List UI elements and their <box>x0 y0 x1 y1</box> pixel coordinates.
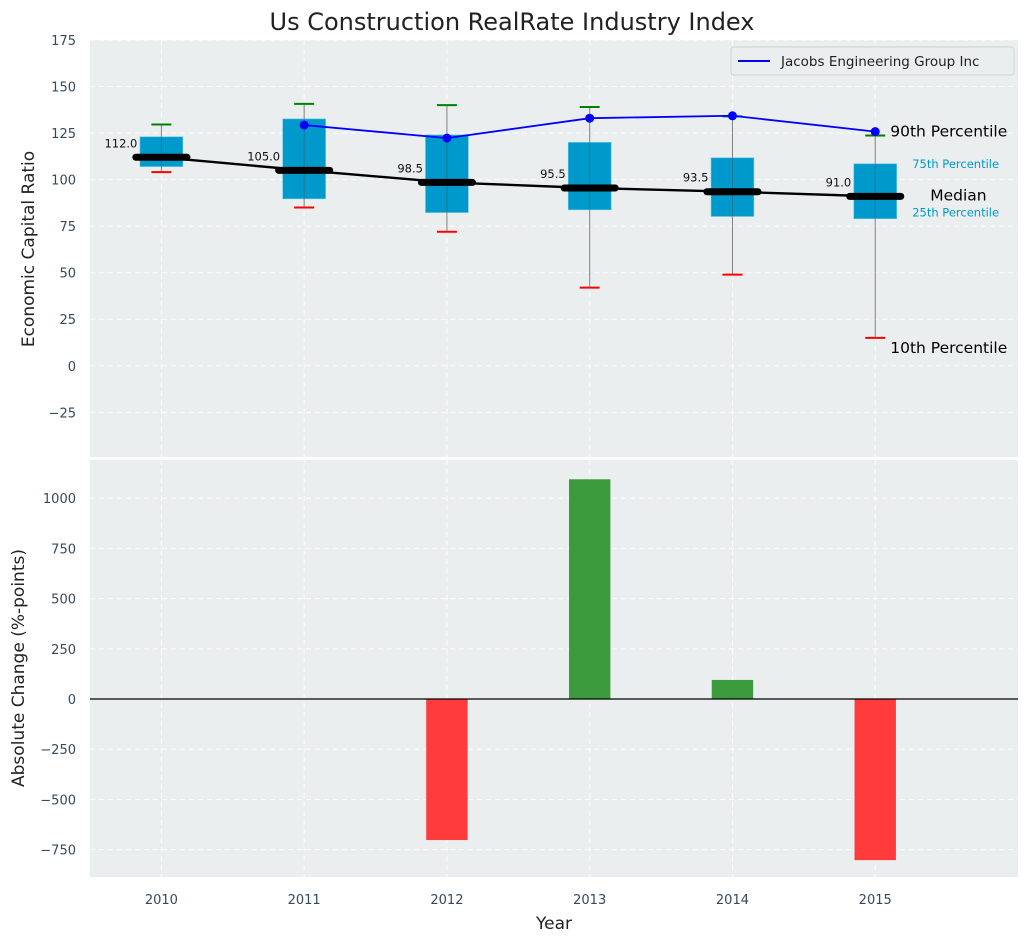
top-y-tick-label: 175 <box>51 34 76 49</box>
top-y-tick-label: 125 <box>51 127 76 142</box>
top-y-tick-label: 150 <box>51 81 76 96</box>
bar-positive <box>568 479 611 700</box>
median-value-label: 93.5 <box>683 171 709 185</box>
top-y-tick-label: 25 <box>59 313 76 328</box>
bar-negative <box>854 699 896 861</box>
bottom-y-axis-title: Absolute Change (%-points) <box>9 549 29 787</box>
x-tick-label: 2015 <box>859 893 892 908</box>
x-tick-label: 2012 <box>430 893 463 908</box>
median-value-label: 98.5 <box>397 161 423 175</box>
top-y-tick-label: −25 <box>49 406 76 421</box>
annotation-p90: 90th Percentile <box>890 123 1007 141</box>
jacobs-series-point <box>442 133 452 143</box>
top-y-tick-label: 75 <box>59 220 76 235</box>
median-value-label: 95.5 <box>540 167 566 181</box>
bottom-y-tick-label: 250 <box>51 643 76 658</box>
legend-box <box>730 46 1015 76</box>
chart-title: Us Construction RealRate Industry Index <box>270 8 755 36</box>
x-tick-label: 2014 <box>716 893 749 908</box>
x-axis-title: Year <box>535 914 572 934</box>
bar-negative <box>426 699 468 841</box>
jacobs-series-point <box>727 111 737 121</box>
bottom-y-tick-label: −750 <box>40 844 76 859</box>
jacobs-series-point <box>585 113 595 123</box>
bar-positive <box>711 679 754 700</box>
bottom-y-tick-label: 750 <box>51 542 76 557</box>
median-value-label: 105.0 <box>247 149 280 163</box>
top-y-tick-label: 0 <box>68 360 76 375</box>
bottom-panel: −750 −500 −250 0 250 500 750 1000 2010 2011 2012 20… <box>40 460 1018 908</box>
annotation-p10: 10th Percentile <box>890 339 1007 357</box>
annotation-p75: 75th Percentile <box>912 157 999 171</box>
jacobs-series-point <box>299 120 309 130</box>
legend: Jacobs Engineering Group Inc <box>730 46 1015 76</box>
median-value-label: 112.0 <box>104 136 137 150</box>
top-y-tick-label: 100 <box>51 174 76 189</box>
bottom-y-tick-label: 500 <box>51 593 76 608</box>
bottom-y-tick-label: −500 <box>40 793 76 808</box>
top-y-axis-title: Economic Capital Ratio <box>19 151 39 347</box>
x-tick-label: 2010 <box>145 893 178 908</box>
jacobs-series-point <box>870 127 880 137</box>
x-tick-label: 2013 <box>573 893 606 908</box>
legend-entry-jacobs: Jacobs Engineering Group Inc <box>780 54 979 70</box>
top-y-tick-label: 50 <box>59 267 76 282</box>
bottom-y-tick-label: 0 <box>68 693 76 708</box>
annotation-p25: 25th Percentile <box>912 206 999 220</box>
bottom-y-tick-label: 1000 <box>43 492 76 507</box>
median-value-label: 91.0 <box>826 175 852 189</box>
top-plot-area <box>90 40 1018 457</box>
annotation-median: Median <box>930 186 986 204</box>
bottom-y-tick-label: −250 <box>40 743 76 758</box>
top-panel: −25 0 25 50 75 100 125 150 175 112.0 105.0 98.5 95.5… <box>49 34 1018 457</box>
x-tick-label: 2011 <box>288 893 321 908</box>
